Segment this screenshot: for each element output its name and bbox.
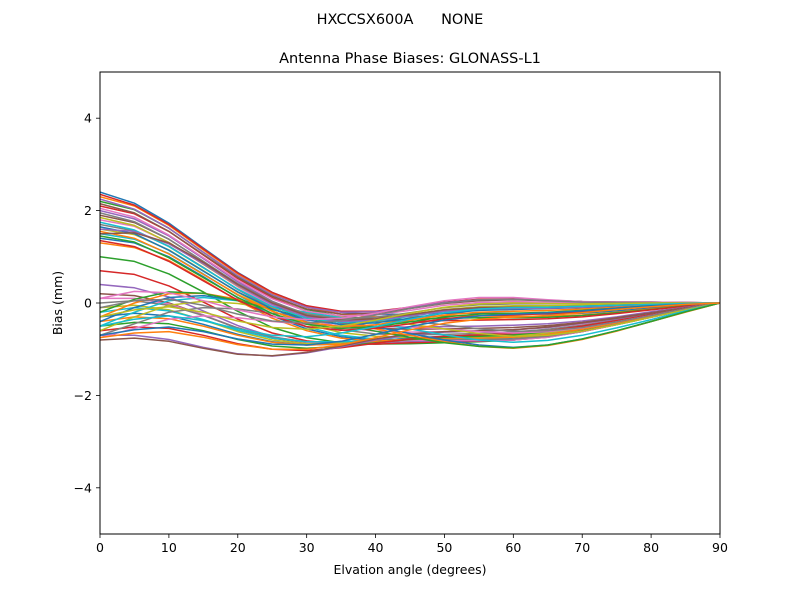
y-tick-label: −2 xyxy=(74,388,92,403)
x-tick-label: 0 xyxy=(96,540,104,555)
x-tick-label: 60 xyxy=(505,540,521,555)
y-axis: −4 −2 0 2 4 xyxy=(74,111,100,495)
x-tick-label: 80 xyxy=(643,540,659,555)
series-line-50 xyxy=(100,302,720,338)
x-axis: 0 10 20 30 40 50 60 70 80 90 xyxy=(96,534,728,555)
y-tick-label: −4 xyxy=(74,480,92,495)
x-tick-label: 70 xyxy=(574,540,590,555)
y-tick-label: 0 xyxy=(84,296,92,311)
series-line-24 xyxy=(100,302,720,352)
x-tick-label: 30 xyxy=(299,540,315,555)
series-line-48 xyxy=(100,298,720,325)
x-tick-label: 20 xyxy=(230,540,246,555)
series-line-30 xyxy=(100,296,720,344)
x-axis-label: Elvation angle (degrees) xyxy=(333,562,486,577)
x-tick-label: 50 xyxy=(436,540,452,555)
x-tick-label: 90 xyxy=(712,540,728,555)
x-tick-label: 40 xyxy=(368,540,384,555)
y-tick-label: 2 xyxy=(84,203,92,218)
series-line-51 xyxy=(100,302,720,346)
y-tick-label: 4 xyxy=(84,111,92,126)
series-line-42 xyxy=(100,230,720,328)
series-line-49 xyxy=(100,302,720,331)
figure-suptitle: HXCCSX600A NONE xyxy=(317,12,484,28)
series-layer xyxy=(100,191,720,357)
chart-title: Antenna Phase Biases: GLONASS-L1 xyxy=(279,51,541,67)
y-axis-label: Bias (mm) xyxy=(50,271,65,335)
series-line-52 xyxy=(100,302,720,350)
x-tick-label: 10 xyxy=(161,540,177,555)
series-line-33 xyxy=(100,291,720,349)
